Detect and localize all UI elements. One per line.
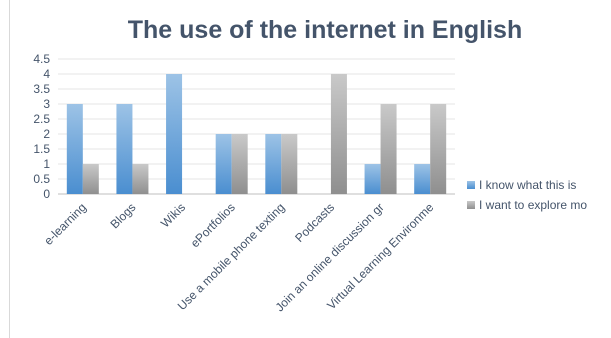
bar-explore xyxy=(281,134,298,194)
y-tick-label: 4 xyxy=(43,67,50,81)
x-tick-label: Wikis xyxy=(158,200,188,230)
bar-know xyxy=(364,164,381,194)
bar-explore xyxy=(231,134,248,194)
bar-know xyxy=(215,134,232,194)
bars xyxy=(66,74,447,194)
bar-know xyxy=(166,74,183,194)
legend-swatch xyxy=(467,201,475,209)
legend-label: I want to explore mo xyxy=(479,198,587,212)
bar-explore xyxy=(380,104,397,194)
y-tick-label: 1.5 xyxy=(33,142,50,156)
bar-know xyxy=(116,104,133,194)
x-tick-label: Virtual Learning Environme xyxy=(324,200,436,312)
bar-explore xyxy=(82,164,99,194)
bar-explore xyxy=(132,164,149,194)
y-tick-label: 2.5 xyxy=(33,112,50,126)
bar-explore xyxy=(330,74,347,194)
y-tick-label: 2 xyxy=(43,127,50,141)
frame-border xyxy=(9,0,10,338)
x-tick-label: Podcasts xyxy=(292,200,337,245)
y-tick-label: 1 xyxy=(43,157,50,171)
y-tick-label: 0.5 xyxy=(33,172,50,186)
bar-know xyxy=(66,104,83,194)
legend: I know what this is I want to explore mo xyxy=(467,178,587,212)
chart-title: The use of the internet in English xyxy=(128,16,522,44)
x-tick-label: Blogs xyxy=(107,200,138,231)
y-tick-label: 3.5 xyxy=(33,82,50,96)
y-tick-label: 0 xyxy=(43,187,50,201)
bar-know xyxy=(265,134,282,194)
x-tick-label: Use a mobile phone texting xyxy=(175,200,288,313)
legend-swatch xyxy=(467,181,475,189)
y-tick-label: 3 xyxy=(43,97,50,111)
y-tick-label: 4.5 xyxy=(33,52,50,66)
x-tick-label: ePortfolios xyxy=(188,200,238,250)
bar-know xyxy=(414,164,431,194)
y-axis-ticks: 00.511.522.533.544.5 xyxy=(33,52,50,201)
legend-label: I know what this is xyxy=(479,178,576,192)
bar-explore xyxy=(430,104,447,194)
x-tick-label: e-learning xyxy=(41,200,89,248)
